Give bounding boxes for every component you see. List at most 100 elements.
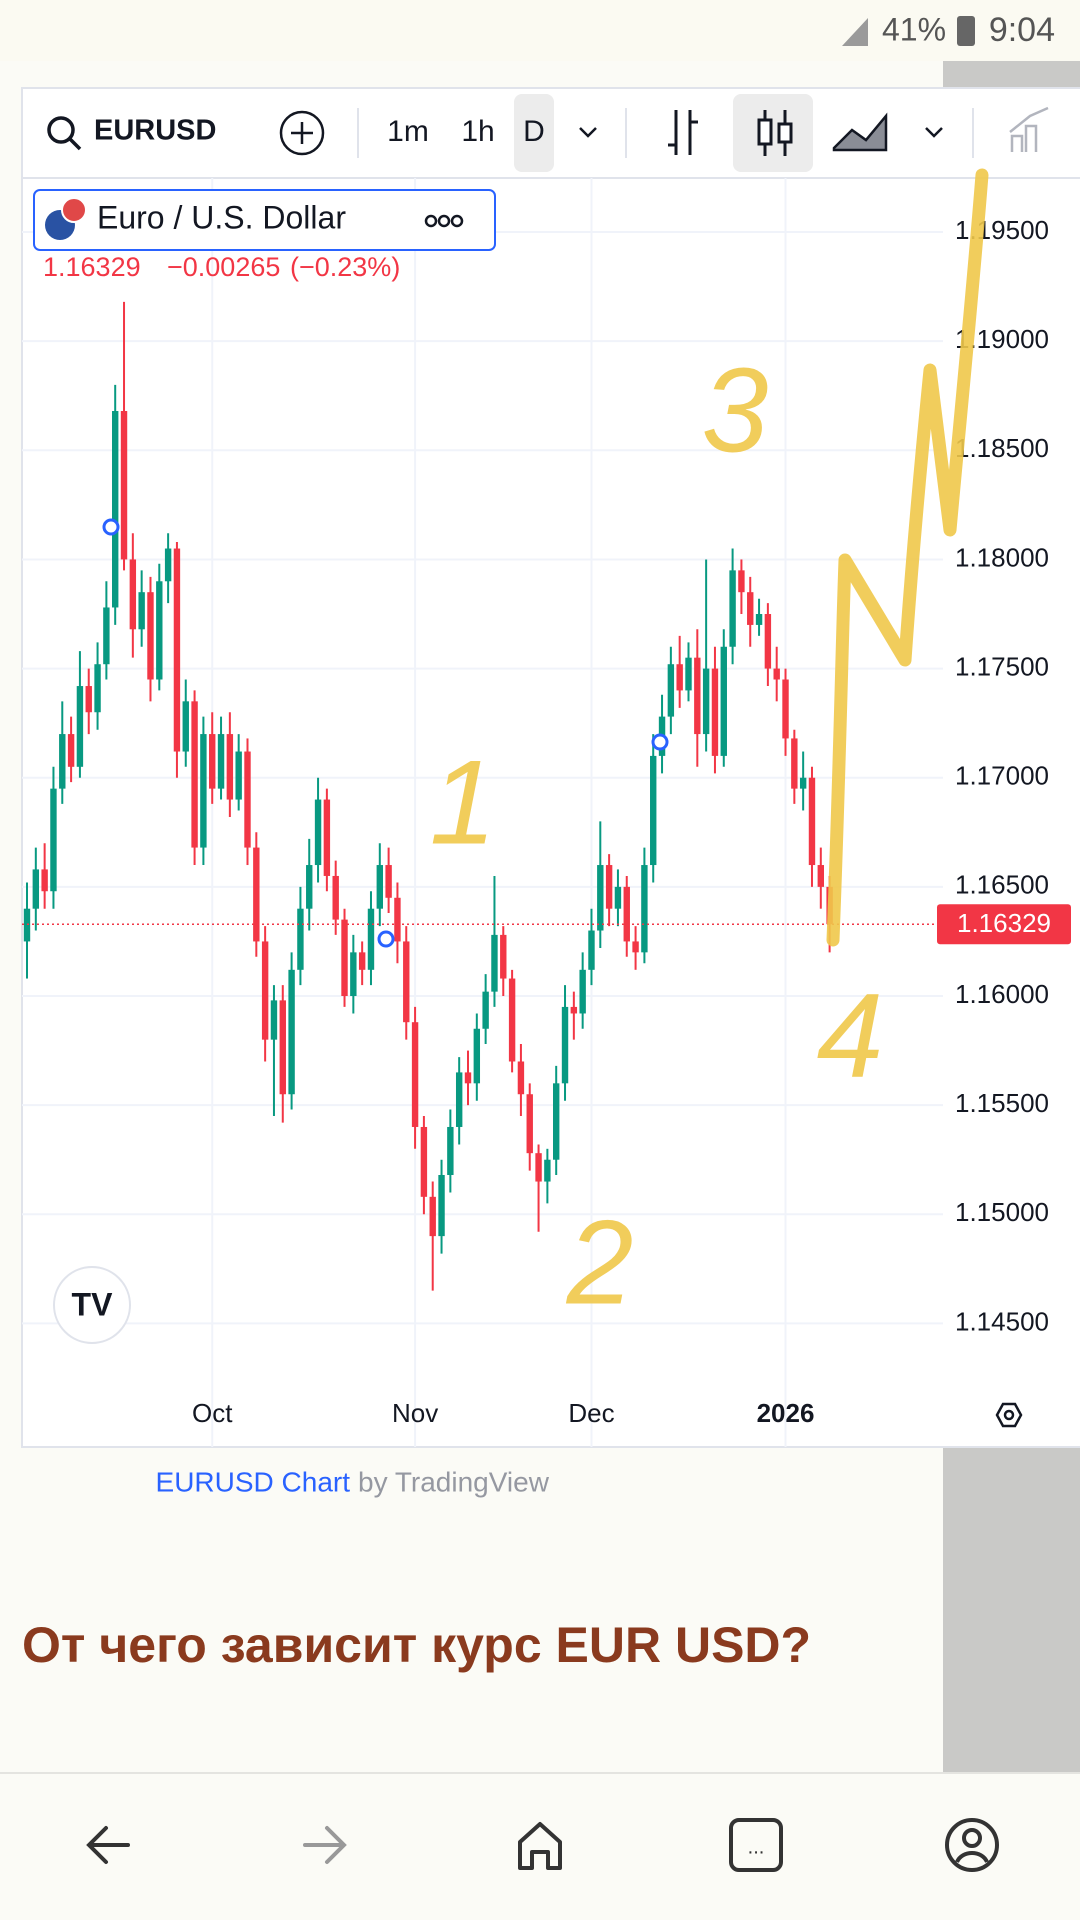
candle-body xyxy=(535,1153,542,1182)
y-tick-label: 1.15000 xyxy=(955,1197,1049,1227)
candle-body xyxy=(147,592,154,680)
y-tick-label: 1.18500 xyxy=(955,433,1049,463)
candle-body xyxy=(438,1174,445,1237)
candle-body xyxy=(156,581,163,680)
event-marker[interactable] xyxy=(102,518,120,536)
candle-body xyxy=(261,941,269,1040)
event-marker[interactable] xyxy=(377,930,395,948)
account-button[interactable] xyxy=(945,1818,999,1872)
interval-button[interactable]: 1h xyxy=(461,115,494,148)
candle-body xyxy=(632,941,639,953)
candle-body xyxy=(235,751,242,800)
plus-sign xyxy=(291,122,313,144)
battery-icon xyxy=(957,16,975,46)
area-icon[interactable] xyxy=(832,112,888,152)
candle-body xyxy=(755,614,763,625)
y-tick-label: 1.18000 xyxy=(955,542,1049,572)
search-icon-handle xyxy=(68,137,82,151)
candle-body xyxy=(526,1094,533,1154)
candle-body xyxy=(747,592,754,625)
candle-body xyxy=(41,869,48,892)
candle-body xyxy=(191,701,198,848)
candle-body xyxy=(279,1000,286,1095)
candle-body xyxy=(702,668,710,735)
legend-box[interactable] xyxy=(33,189,496,251)
interval-dropdown[interactable] xyxy=(579,127,597,138)
candle-body xyxy=(808,777,816,866)
candle-body xyxy=(641,865,648,953)
candle-body xyxy=(323,799,331,876)
signal-icon xyxy=(842,18,868,46)
interval-button[interactable]: D xyxy=(523,115,545,148)
status-bar xyxy=(0,0,1080,61)
logo-mark: TV xyxy=(72,1286,114,1322)
candle-body xyxy=(500,934,507,979)
candle-body xyxy=(306,865,313,909)
y-tick-label: 1.16000 xyxy=(955,979,1049,1009)
battery-percent: 41% xyxy=(882,11,946,47)
candle-body xyxy=(464,1072,472,1084)
y-tick-label: 1.16500 xyxy=(955,870,1049,900)
candle-body xyxy=(411,1022,419,1127)
search-icon[interactable] xyxy=(47,116,75,144)
candle-body xyxy=(429,1196,436,1237)
candle-body xyxy=(270,1000,278,1040)
candle-body xyxy=(76,686,84,767)
bars-icon[interactable] xyxy=(668,110,698,155)
tradingview-logo[interactable] xyxy=(53,1266,131,1344)
candle-body xyxy=(517,1061,525,1095)
candle-body xyxy=(332,875,339,920)
chart-link[interactable]: EURUSD Chart xyxy=(156,1466,351,1497)
tabs-button[interactable] xyxy=(729,1818,783,1872)
interval-button[interactable]: 1m xyxy=(387,115,429,148)
account-icon-body xyxy=(955,1851,989,1864)
candle-body xyxy=(314,799,322,866)
candle-body xyxy=(182,701,189,752)
symbol[interactable]: EURUSD xyxy=(94,115,216,147)
toolbar: EURUSD 1m 1h D xyxy=(47,94,1049,172)
indicators-icon[interactable] xyxy=(1009,106,1049,152)
event-marker[interactable] xyxy=(651,733,669,751)
x-tick-label: 2026 xyxy=(757,1398,815,1428)
x-tick-label: Nov xyxy=(392,1398,438,1428)
forward-button[interactable] xyxy=(303,1826,347,1864)
candle-body xyxy=(605,865,613,909)
candle-body xyxy=(711,668,719,756)
candle-body xyxy=(597,865,604,931)
candle-body xyxy=(782,679,789,739)
price-change-percent: (−0.23%) xyxy=(290,252,400,282)
chart-widget xyxy=(21,87,1080,1448)
home-button[interactable] xyxy=(518,1822,562,1870)
settings-button[interactable] xyxy=(995,1402,1023,1428)
candle-body xyxy=(103,607,110,665)
candle-body xyxy=(226,734,234,800)
candle-body xyxy=(667,664,675,717)
candle-body xyxy=(253,847,260,942)
overlay: Euro / U.S. Dollar 1.16329 −0.00265 (−0.… xyxy=(33,168,1071,1428)
candles-icon-body xyxy=(757,118,773,146)
candle-body xyxy=(394,897,401,942)
y-tick-label: 1.17500 xyxy=(955,651,1049,681)
candle-body xyxy=(50,788,57,892)
candle-body xyxy=(729,570,736,647)
candle-body xyxy=(94,664,101,713)
candle-body xyxy=(341,919,348,997)
candle-body xyxy=(112,411,119,608)
candle-body xyxy=(694,657,701,735)
candle-body xyxy=(764,614,772,669)
more-button[interactable] xyxy=(424,214,464,228)
candle-body xyxy=(561,1006,569,1084)
candle-body xyxy=(288,969,295,1095)
candle-body xyxy=(738,570,745,593)
settings-icon-core xyxy=(1003,1409,1015,1421)
add-symbol-button[interactable] xyxy=(279,110,325,156)
last-price-tag-label: 1.16329 xyxy=(957,908,1051,938)
chart-type-dropdown[interactable] xyxy=(925,127,943,138)
y-tick-label: 1.14500 xyxy=(955,1306,1049,1336)
back-button[interactable] xyxy=(86,1826,130,1864)
price-change: −0.00265 xyxy=(167,252,280,282)
candle-body xyxy=(200,734,207,848)
candle-body xyxy=(67,734,75,767)
candles-icon-body xyxy=(777,122,793,144)
